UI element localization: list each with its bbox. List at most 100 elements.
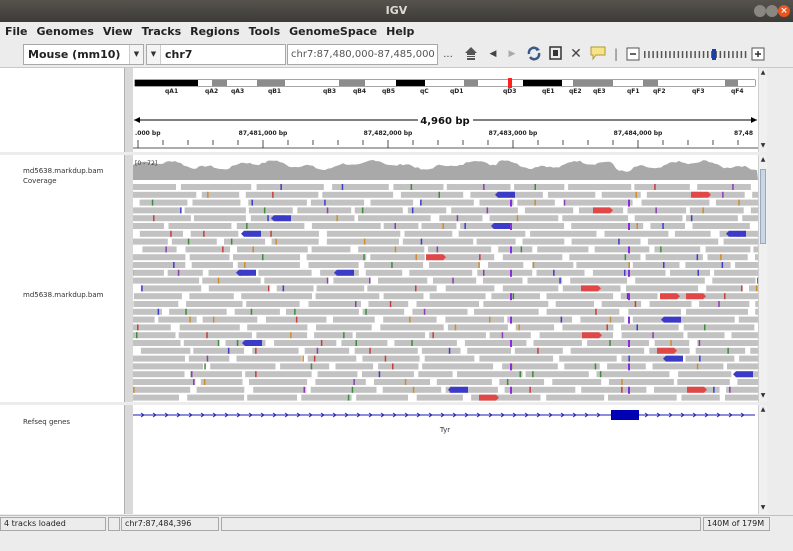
chromosome-ideogram[interactable]: [134, 78, 756, 88]
read[interactable]: [124, 191, 197, 198]
read[interactable]: [483, 301, 549, 307]
read[interactable]: [552, 379, 602, 385]
read[interactable]: [474, 308, 539, 315]
read[interactable]: [569, 254, 641, 261]
read[interactable]: [131, 207, 181, 214]
read[interactable]: [234, 308, 280, 315]
read[interactable]: [286, 308, 359, 315]
read[interactable]: [750, 207, 793, 214]
data-scrollbar[interactable]: ▲ ▼: [758, 155, 767, 402]
read[interactable]: [678, 371, 732, 378]
read[interactable]: [601, 301, 642, 307]
read-reverse-strand[interactable]: [236, 269, 256, 276]
read[interactable]: [191, 262, 233, 268]
zoom-tick[interactable]: [681, 51, 684, 58]
read[interactable]: [179, 324, 240, 331]
read[interactable]: [368, 301, 409, 307]
read[interactable]: [289, 215, 355, 222]
menu-genomes[interactable]: Genomes: [36, 24, 94, 38]
read[interactable]: [382, 386, 442, 393]
read[interactable]: [735, 262, 791, 268]
read[interactable]: [236, 223, 305, 229]
read[interactable]: [249, 379, 308, 385]
read[interactable]: [457, 371, 523, 378]
read[interactable]: [362, 308, 405, 315]
read[interactable]: [248, 207, 293, 214]
menu-tools[interactable]: Tools: [248, 24, 281, 38]
read[interactable]: [326, 238, 399, 245]
read[interactable]: [686, 215, 738, 222]
zoom-tick[interactable]: [694, 51, 696, 58]
zoom-tick[interactable]: [677, 51, 680, 58]
read[interactable]: [280, 363, 330, 370]
gene-track-view[interactable]: Tyr: [133, 405, 758, 514]
read[interactable]: [139, 230, 183, 237]
read[interactable]: [514, 184, 565, 190]
read[interactable]: [471, 394, 541, 401]
scroll-up-icon[interactable]: ▲: [760, 69, 766, 76]
read[interactable]: [498, 246, 533, 253]
read[interactable]: [133, 301, 179, 307]
read-reverse-strand[interactable]: [271, 215, 291, 222]
read[interactable]: [142, 246, 177, 253]
read[interactable]: [488, 262, 524, 268]
read[interactable]: [367, 285, 437, 292]
read-alignments[interactable]: [113, 184, 793, 401]
read[interactable]: [675, 316, 735, 323]
read[interactable]: [608, 379, 674, 385]
zoom-tick[interactable]: [715, 51, 717, 58]
read[interactable]: [604, 230, 669, 237]
go-button[interactable]: ...: [443, 49, 453, 60]
read-forward-strand[interactable]: [657, 347, 677, 354]
read[interactable]: [706, 285, 742, 292]
read[interactable]: [407, 207, 447, 214]
read[interactable]: [394, 340, 457, 346]
read[interactable]: [634, 184, 690, 190]
read[interactable]: [502, 285, 559, 292]
read[interactable]: [202, 277, 261, 284]
read[interactable]: [445, 316, 505, 323]
read[interactable]: [491, 293, 540, 300]
roi-icon[interactable]: [549, 46, 562, 63]
read[interactable]: [502, 363, 558, 370]
read[interactable]: [355, 332, 426, 339]
zoom-tick[interactable]: [736, 51, 738, 58]
read-forward-strand[interactable]: [479, 394, 499, 401]
locus-input[interactable]: chr7:87,480,000-87,485,000: [287, 44, 438, 65]
read[interactable]: [113, 340, 181, 346]
read[interactable]: [460, 223, 505, 229]
read[interactable]: [183, 340, 220, 346]
refresh-icon[interactable]: [526, 45, 542, 62]
read[interactable]: [654, 386, 720, 393]
read[interactable]: [421, 347, 461, 354]
read[interactable]: [126, 215, 191, 222]
read[interactable]: [237, 246, 308, 253]
read[interactable]: [193, 347, 245, 354]
read[interactable]: [380, 324, 444, 331]
scroll-thumb[interactable]: [760, 169, 766, 244]
column-splitter[interactable]: [125, 405, 133, 514]
read-reverse-strand[interactable]: [726, 230, 746, 237]
read[interactable]: [274, 340, 337, 346]
read[interactable]: [241, 293, 312, 300]
read[interactable]: [479, 199, 514, 206]
scroll-down-icon[interactable]: ▼: [760, 504, 766, 511]
read[interactable]: [587, 340, 649, 346]
read[interactable]: [445, 386, 498, 393]
read[interactable]: [727, 363, 767, 370]
read[interactable]: [326, 230, 401, 237]
coverage-track-name[interactable]: md5638.markdup.bam Coverage: [23, 167, 104, 185]
read[interactable]: [527, 277, 563, 284]
read[interactable]: [482, 277, 523, 284]
read-reverse-strand[interactable]: [334, 269, 354, 276]
zoom-tick[interactable]: [702, 51, 705, 58]
read[interactable]: [652, 363, 724, 370]
read[interactable]: [208, 269, 250, 276]
read[interactable]: [253, 386, 307, 393]
read[interactable]: [120, 223, 164, 229]
read[interactable]: [695, 347, 746, 354]
read[interactable]: [635, 277, 705, 284]
read[interactable]: [124, 386, 191, 393]
read[interactable]: [201, 191, 240, 198]
read[interactable]: [546, 394, 605, 401]
